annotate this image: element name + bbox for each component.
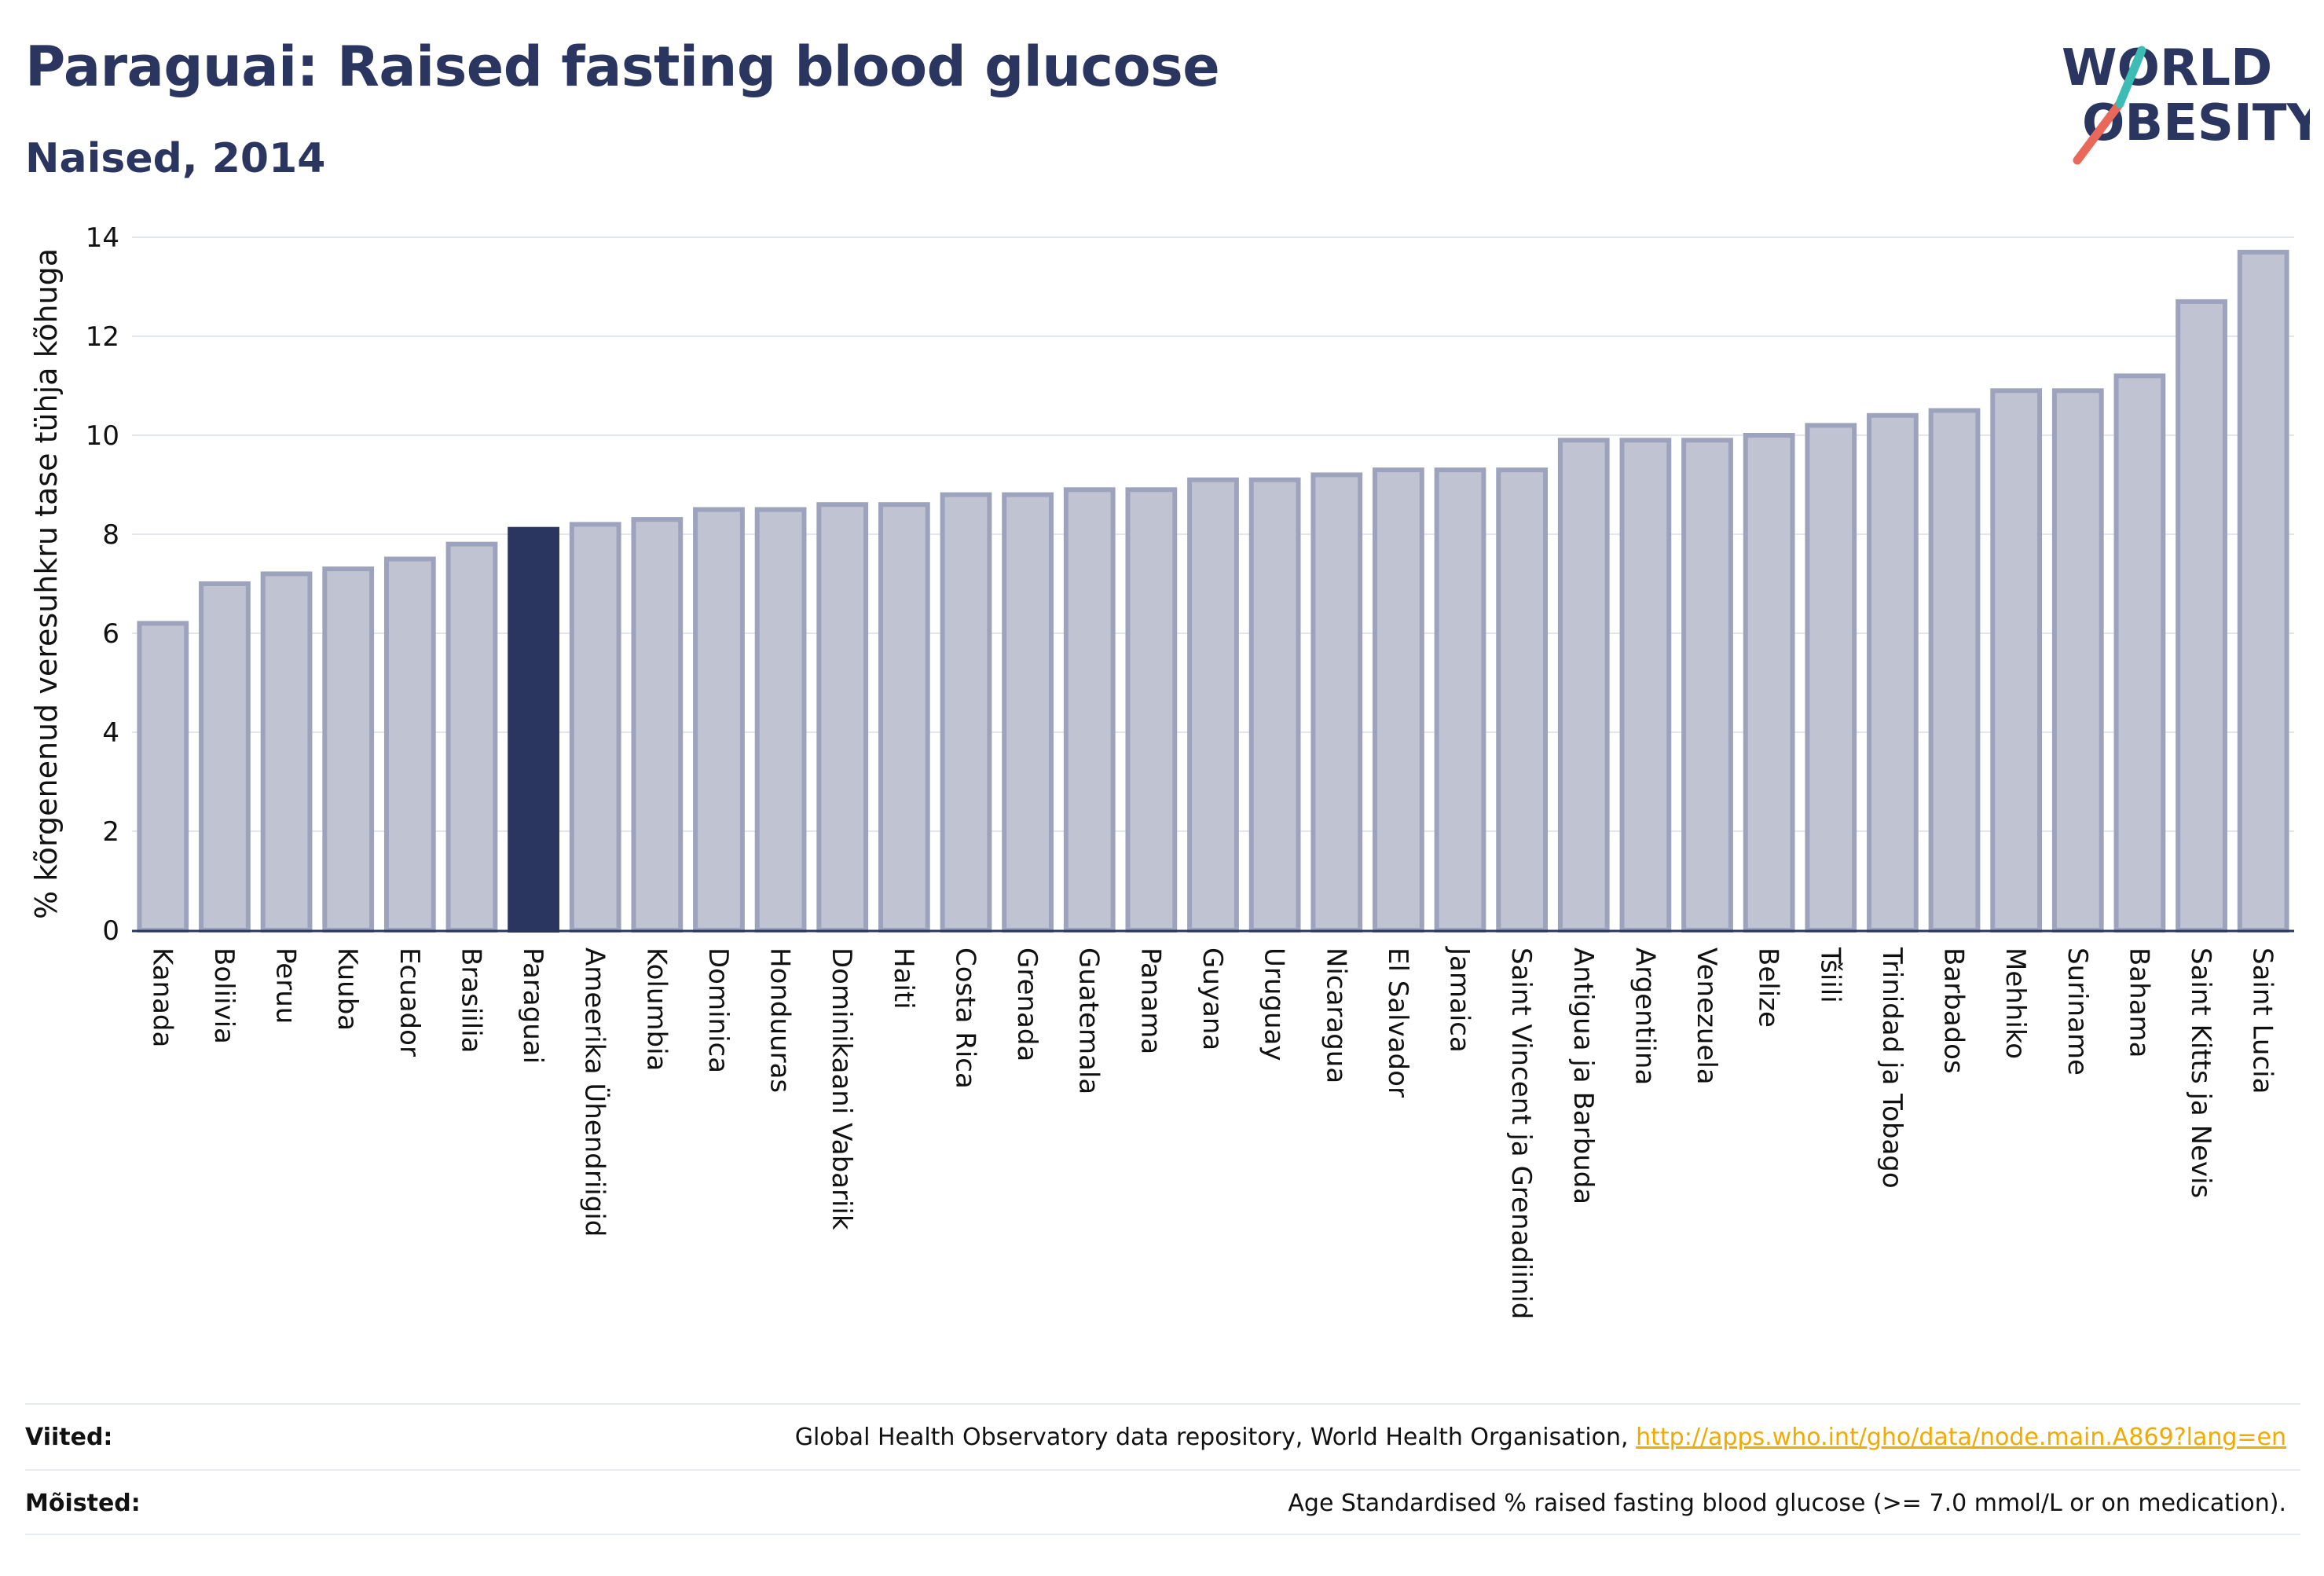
chart-subtitle: Naised, 2014 xyxy=(25,135,326,182)
x-tick-label: Nicaragua xyxy=(1320,947,1351,1083)
bar xyxy=(383,556,436,933)
bar xyxy=(754,507,807,933)
x-tick-label: Paraguai xyxy=(517,947,548,1064)
bar xyxy=(137,621,189,933)
x-tick-label: Belize xyxy=(1753,947,1784,1028)
bar xyxy=(2113,373,2166,933)
x-tick-label: Saint Kitts ja Nevis xyxy=(2185,947,2216,1198)
bar xyxy=(2176,299,2227,933)
x-tick-label: El Salvador xyxy=(1382,947,1413,1098)
footer-divider-middle xyxy=(25,1469,2300,1471)
footer-definitions: Mõisted: Age Standardised % raised fasti… xyxy=(25,1490,2300,1529)
bar xyxy=(1496,467,1549,933)
logo-slash-red xyxy=(2073,99,2124,165)
bar xyxy=(1310,472,1363,933)
x-tick-label: Honduuras xyxy=(764,947,796,1093)
x-tick-label: Antigua ja Barbuda xyxy=(1567,947,1599,1204)
x-tick-label: Panama xyxy=(1135,947,1166,1054)
world-obesity-logo: WORLD OBESITY xyxy=(2062,39,2310,165)
footer-sources: Viited: Global Health Observatory data r… xyxy=(25,1424,2300,1463)
x-tick-label: Barbados xyxy=(1938,947,1970,1074)
x-tick-label: Argentiina xyxy=(1629,947,1660,1085)
bar xyxy=(1125,487,1178,933)
x-tick-label: Tšiili xyxy=(1814,947,1846,1003)
x-tick-label: Guyana xyxy=(1197,947,1228,1050)
bar xyxy=(631,517,684,933)
x-tick-label: Kolumbia xyxy=(640,947,672,1071)
x-tick-label: Ameerika Ühendriigid xyxy=(579,947,611,1237)
bar xyxy=(1557,438,1610,933)
x-tick-label: Jamaica xyxy=(1444,946,1475,1053)
bar xyxy=(1434,467,1486,933)
x-tick-label: Haiti xyxy=(888,947,919,1010)
bar xyxy=(1619,438,1672,933)
y-tick-label: 8 xyxy=(102,519,119,551)
x-tick-label: Saint Vincent ja Grenadiinid xyxy=(1505,947,1537,1319)
bar xyxy=(693,507,745,933)
bar xyxy=(1373,467,1424,933)
bar xyxy=(816,502,869,933)
definitions-label: Mõisted: xyxy=(25,1490,141,1517)
logo-line1: WORLD xyxy=(2062,39,2272,97)
x-tick-label: Uruguay xyxy=(1259,947,1290,1061)
x-tick-label: Kuuba xyxy=(332,947,363,1031)
bar xyxy=(569,522,621,933)
y-tick-label: 2 xyxy=(102,816,119,848)
sources-text: Global Health Observatory data repositor… xyxy=(795,1424,2286,1451)
y-axis-title: % kõrgenenud veresuhkru tase tühja kõhug… xyxy=(29,248,64,919)
bar xyxy=(322,566,375,933)
x-tick-label: Saint Lucia xyxy=(2247,947,2278,1094)
bar xyxy=(199,581,251,933)
bar xyxy=(2051,388,2104,933)
x-tick-label: Dominica xyxy=(702,947,734,1073)
bar xyxy=(445,541,498,933)
chart-title: Paraguai: Raised fasting blood glucose xyxy=(25,35,1220,99)
x-tick-label: Brasiilia xyxy=(455,947,486,1053)
sources-description: Global Health Observatory data repositor… xyxy=(794,1424,1629,1451)
x-tick-label: Grenada xyxy=(1011,947,1043,1061)
bar xyxy=(260,571,313,933)
bar xyxy=(2237,249,2289,933)
x-tick-label: Venezuela xyxy=(1691,947,1722,1085)
bar xyxy=(940,492,992,933)
x-tick-label: Boliivia xyxy=(208,947,240,1044)
bar xyxy=(1681,438,1733,933)
y-tick-label: 12 xyxy=(86,321,119,353)
y-tick-label: 10 xyxy=(86,420,119,452)
sources-label: Viited: xyxy=(25,1424,113,1451)
bar xyxy=(1187,477,1239,933)
x-tick-label: Trinidad ja Tobago xyxy=(1876,947,1908,1189)
y-tick-label: 6 xyxy=(102,618,119,650)
x-tick-label: Suriname xyxy=(2062,947,2093,1076)
x-tick-label: Mehhiko xyxy=(2000,947,2031,1059)
sources-link[interactable]: http://apps.who.int/gho/data/node.main.A… xyxy=(1636,1424,2286,1451)
footer-divider-bottom xyxy=(25,1534,2300,1535)
bar xyxy=(1248,477,1301,933)
x-tick-label: Ecuador xyxy=(394,947,425,1057)
bar xyxy=(1743,433,1795,933)
logo-slash-teal xyxy=(2115,46,2146,108)
bar xyxy=(1063,487,1116,933)
bar xyxy=(1805,423,1857,933)
x-tick-label: Bahama xyxy=(2123,947,2154,1058)
bar xyxy=(1928,408,1981,933)
x-tick-label: Dominikaani Vabariik xyxy=(826,947,857,1230)
footer-divider-top xyxy=(25,1403,2300,1405)
bar xyxy=(1867,412,1919,933)
bar-highlighted xyxy=(508,526,559,933)
y-tick-label: 4 xyxy=(102,717,119,749)
y-tick-label: 0 xyxy=(102,915,119,947)
y-tick-label: 14 xyxy=(86,222,119,254)
bar xyxy=(1002,492,1054,933)
bar xyxy=(1990,388,2043,933)
x-tick-label: Kanada xyxy=(146,947,178,1047)
bar xyxy=(878,502,930,933)
definitions-text: Age Standardised % raised fasting blood … xyxy=(1288,1490,2286,1517)
x-tick-label: Guatemala xyxy=(1073,947,1105,1094)
x-tick-label: Costa Rica xyxy=(949,947,981,1089)
x-tick-label: Peruu xyxy=(270,947,302,1024)
bar-chart: 0 2 4 6 8 10 12 14 % kõrgenenud veresuhkru tase … xyxy=(29,222,2294,1319)
